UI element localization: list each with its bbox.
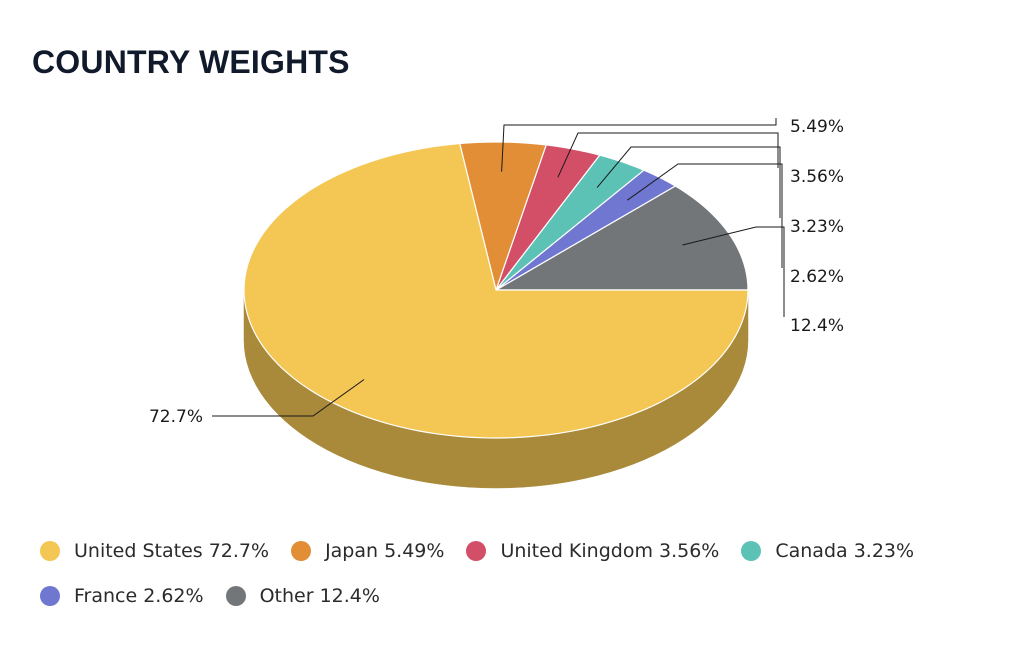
legend-swatch-other — [225, 586, 246, 606]
data-label-united-kingdom: 3.56% — [790, 167, 844, 187]
data-label-japan: 5.49% — [790, 117, 844, 137]
legend-swatch-japan — [291, 541, 312, 561]
pie-slice-canada[interactable] — [495, 154, 645, 291]
legend-item-other[interactable]: Other 12.4% — [225, 585, 380, 607]
leader-line-united-kingdom — [557, 132, 779, 178]
data-label-canada: 3.23% — [790, 217, 844, 237]
legend-swatch-canada — [741, 541, 762, 561]
legend-label-united-kingdom: United Kingdom 3.56% — [500, 540, 720, 562]
leader-line-united-states — [212, 379, 365, 417]
legend-label-japan: Japan 5.49% — [325, 540, 445, 562]
leader-line-other — [682, 226, 785, 317]
chart-legend: United States 72.7% Japan 5.49% United Kin… — [40, 540, 1000, 607]
data-label-france: 2.62% — [790, 267, 844, 287]
legend-label-canada: Canada 3.23% — [775, 540, 915, 562]
legend-item-united-kingdom[interactable]: United Kingdom 3.56% — [466, 540, 719, 562]
legend-swatch-united-kingdom — [466, 541, 487, 561]
data-label-other: 12.4% — [790, 316, 844, 336]
legend-label-united-states: United States 72.7% — [74, 540, 270, 562]
data-label-united-states: 72.7% — [149, 407, 203, 427]
legend-label-other: Other 12.4% — [259, 585, 380, 607]
leader-line-japan — [501, 118, 777, 172]
pie-slice-united-kingdom[interactable] — [495, 144, 601, 291]
leader-line-canada — [596, 146, 781, 218]
legend-swatch-france — [40, 586, 60, 606]
legend-item-france[interactable]: France 2.62% — [40, 585, 204, 607]
legend-item-canada[interactable]: Canada 3.23% — [741, 540, 914, 562]
chart-title: COUNTRY WEIGHTS — [32, 44, 350, 80]
legend-item-japan[interactable]: Japan 5.49% — [291, 540, 444, 562]
legend-item-united-states[interactable]: United States 72.7% — [40, 540, 269, 562]
pie-slice-united-states[interactable] — [243, 142, 749, 439]
legend-label-france: France 2.62% — [74, 585, 204, 607]
pie-chart: 12.4% 2.62% 3.23% 3.56% 5.49% 72.7% — [149, 117, 844, 489]
pie-slice-france[interactable] — [495, 169, 676, 291]
leader-line-france — [627, 163, 783, 268]
legend-swatch-united-states — [40, 541, 60, 561]
